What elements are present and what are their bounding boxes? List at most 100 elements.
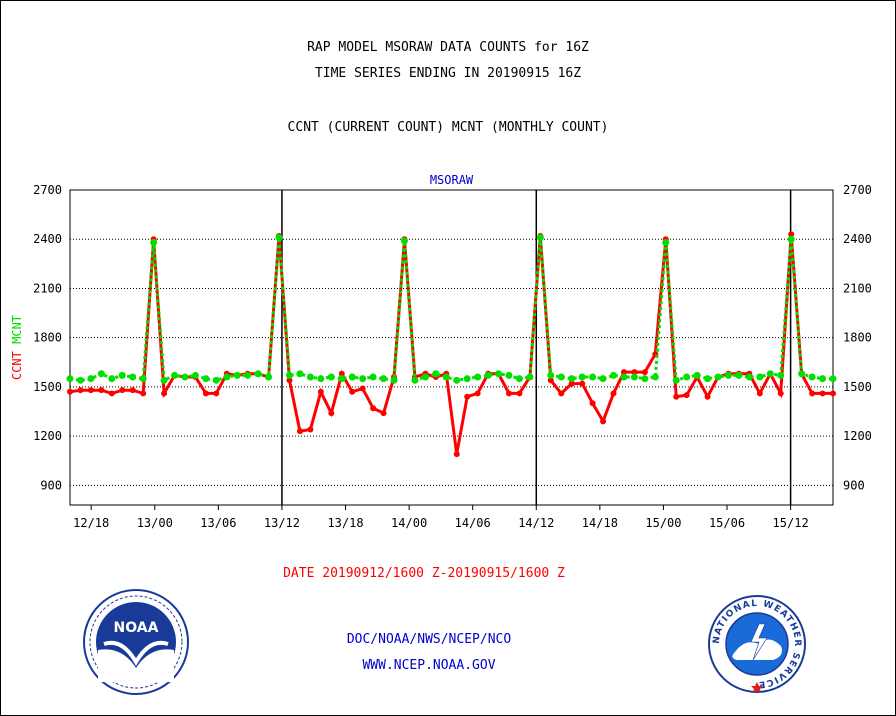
data-point-mcnt	[672, 376, 680, 384]
nws-logo: NATIONAL WEATHER SERVICE	[708, 595, 806, 693]
data-point-mcnt	[547, 371, 555, 379]
data-point-ccnt	[641, 369, 648, 376]
data-point-mcnt	[599, 375, 607, 383]
data-point-mcnt	[359, 375, 367, 383]
data-point-mcnt	[338, 375, 346, 383]
footer-org-label: DOC/NOAA/NWS/NCEP/NCO	[346, 632, 512, 647]
data-point-mcnt	[108, 375, 116, 383]
data-point-mcnt	[181, 373, 189, 381]
data-point-ccnt	[589, 400, 596, 407]
y-axis-label-mcnt: MCNT	[10, 315, 24, 351]
x-tick-label: 14/18	[582, 516, 618, 530]
x-tick-label: 12/18	[73, 516, 109, 530]
data-point-ccnt	[77, 387, 84, 394]
data-point-mcnt	[160, 376, 168, 384]
x-tick-label: 13/00	[137, 516, 173, 530]
data-point-ccnt	[370, 405, 377, 412]
y-tick-label-left: 1800	[33, 331, 62, 345]
data-point-mcnt	[495, 370, 503, 378]
x-tick-label: 15/00	[645, 516, 681, 530]
data-point-ccnt	[819, 390, 826, 397]
y-tick-label-left: 1500	[33, 380, 62, 394]
data-point-mcnt	[76, 376, 84, 384]
data-point-ccnt	[547, 377, 554, 384]
data-point-mcnt	[296, 370, 304, 378]
noaa-logo: NOAA	[83, 589, 189, 695]
data-point-mcnt	[704, 375, 712, 383]
data-point-mcnt	[191, 371, 199, 379]
data-point-mcnt	[265, 373, 273, 381]
y-tick-label-left: 1200	[33, 429, 62, 443]
data-point-ccnt	[474, 390, 481, 397]
y-tick-label-right: 900	[843, 478, 865, 492]
data-point-mcnt	[421, 373, 429, 381]
data-point-mcnt	[610, 371, 618, 379]
x-tick-label: 13/06	[200, 516, 236, 530]
data-point-ccnt	[505, 390, 512, 397]
footer-url-link[interactable]: WWW.NCEP.NOAA.GOV	[362, 658, 496, 673]
data-point-ccnt	[296, 428, 303, 435]
data-point-ccnt	[98, 387, 105, 394]
data-point-ccnt	[161, 390, 168, 397]
data-point-mcnt	[620, 373, 628, 381]
data-point-mcnt	[515, 375, 523, 383]
data-point-mcnt	[87, 375, 95, 383]
data-point-mcnt	[369, 373, 377, 381]
data-point-mcnt	[787, 235, 795, 243]
data-point-ccnt	[516, 390, 523, 397]
data-point-mcnt	[683, 373, 691, 381]
data-point-mcnt	[474, 373, 482, 381]
data-point-mcnt	[348, 373, 356, 381]
x-tick-label: 13/12	[264, 516, 300, 530]
data-point-mcnt	[766, 370, 774, 378]
data-point-mcnt	[442, 373, 450, 381]
data-point-mcnt	[233, 371, 241, 379]
y-tick-label-left: 2100	[33, 281, 62, 295]
data-point-mcnt	[557, 373, 565, 381]
x-tick-label: 14/12	[518, 516, 554, 530]
x-tick-label: 14/06	[455, 516, 491, 530]
data-point-mcnt	[777, 371, 785, 379]
plot-area-border	[69, 189, 834, 506]
data-point-mcnt	[745, 373, 753, 381]
data-point-ccnt	[359, 385, 366, 392]
data-point-mcnt	[463, 375, 471, 383]
data-point-mcnt	[97, 370, 105, 378]
data-point-mcnt	[568, 375, 576, 383]
data-point-mcnt	[139, 375, 147, 383]
data-point-ccnt	[67, 388, 73, 395]
data-point-ccnt	[349, 388, 356, 395]
data-point-mcnt	[484, 371, 492, 379]
data-point-ccnt	[140, 390, 147, 397]
data-point-ccnt	[568, 380, 575, 387]
data-point-mcnt	[380, 375, 388, 383]
data-point-ccnt	[704, 393, 711, 400]
data-point-ccnt	[620, 369, 627, 376]
data-point-mcnt	[212, 376, 220, 384]
data-point-mcnt	[171, 371, 179, 379]
data-point-mcnt	[129, 373, 137, 381]
data-point-ccnt	[119, 387, 126, 394]
data-point-ccnt	[558, 390, 565, 397]
data-point-mcnt	[223, 373, 231, 381]
data-point-mcnt	[829, 375, 837, 383]
x-tick-label: 14/00	[391, 516, 427, 530]
data-point-ccnt	[213, 390, 220, 397]
y-tick-label-right: 2700	[843, 183, 872, 197]
date-range-label: DATE 20190912/1600 Z-20190915/1600 Z	[283, 566, 565, 581]
data-point-mcnt	[819, 375, 827, 383]
data-point-mcnt	[662, 239, 670, 246]
noaa-logo-text: NOAA	[114, 620, 159, 636]
y-tick-label-left: 2700	[33, 183, 62, 197]
data-point-mcnt	[400, 237, 408, 245]
data-point-ccnt	[788, 231, 795, 238]
data-point-mcnt	[327, 373, 335, 381]
data-point-ccnt	[756, 390, 763, 397]
data-point-mcnt	[306, 373, 314, 381]
data-point-ccnt	[87, 387, 94, 394]
data-point-mcnt	[578, 373, 586, 381]
series-line-mcnt	[69, 237, 833, 383]
data-point-ccnt	[610, 390, 617, 397]
y-tick-label-right: 1200	[843, 429, 872, 443]
